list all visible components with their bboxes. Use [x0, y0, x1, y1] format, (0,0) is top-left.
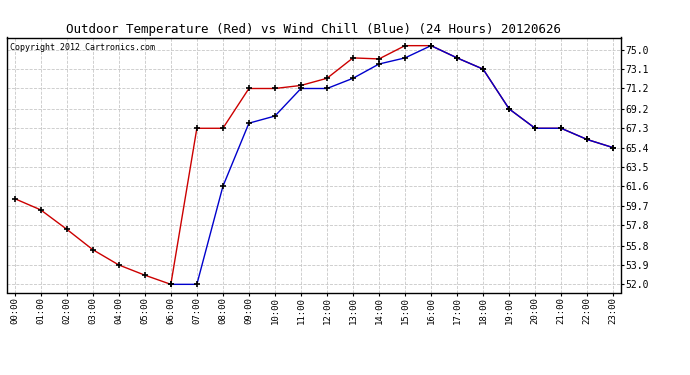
Title: Outdoor Temperature (Red) vs Wind Chill (Blue) (24 Hours) 20120626: Outdoor Temperature (Red) vs Wind Chill … [66, 23, 562, 36]
Text: Copyright 2012 Cartronics.com: Copyright 2012 Cartronics.com [10, 43, 155, 52]
